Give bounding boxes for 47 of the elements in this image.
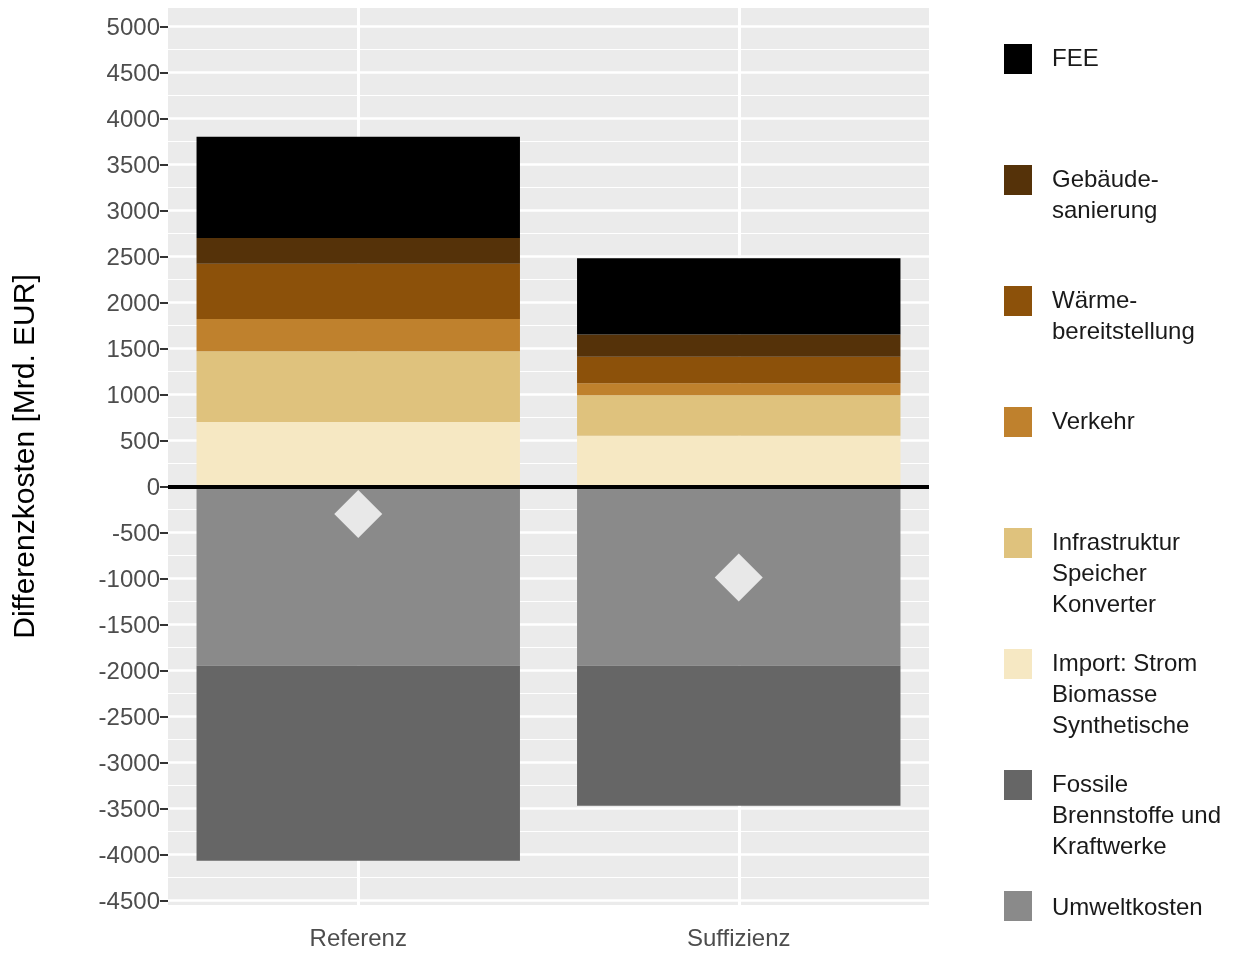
x-tick-label: Suffizienz [686,923,791,951]
bar [196,422,520,487]
y-tick-label: -3000 [98,748,160,776]
y-tick-label: 500 [119,426,160,454]
bar [577,435,901,487]
legend-label: Infrastruktur Speicher Konverter [1051,527,1181,619]
bar [577,395,901,436]
bar [577,383,901,396]
y-tick-label: 4000 [106,104,160,132]
bar [577,334,901,357]
legend-label: Fossile Brennstoffe und Kraftwerke [1051,769,1222,861]
y-tick-label: 1000 [106,380,160,408]
y-tick-label: -500 [111,518,160,546]
y-tick-label: 5000 [106,12,160,40]
legend-label: Wärme- bereitstellung [1051,285,1195,346]
y-axis-title: Differenzkosten [Mrd. EUR] [6,274,40,639]
legend-label: Gebäude- sanierung [1051,164,1159,225]
y-tick-label: 3500 [106,150,160,178]
bar [196,136,520,238]
y-tick-label: 4500 [106,58,160,86]
bar [196,263,520,319]
bar [196,351,520,422]
y-tick-label: -4500 [98,886,160,914]
y-tick-label: -3500 [98,794,160,822]
x-tick-label: Referenz [309,923,407,951]
legend-label: FEE [1051,43,1099,73]
bar [577,258,901,335]
bar [196,486,520,666]
bar [577,356,901,384]
y-tick-label: 2000 [106,288,160,316]
y-tick-label: -1500 [98,610,160,638]
legend-label: Verkehr [1051,406,1135,436]
bar [196,318,520,352]
y-tick-label: -2000 [98,656,160,684]
y-tick-label: 0 [146,472,160,500]
bar [577,486,901,666]
bar [577,665,901,806]
legend-label: Umweltkosten [1051,892,1203,922]
y-tick-label: -2500 [98,702,160,730]
y-tick-label: -1000 [98,564,160,592]
y-tick-label: 2500 [106,242,160,270]
bar [196,238,520,264]
bar [196,665,520,861]
y-tick-label: 3000 [106,196,160,224]
y-tick-label: 1500 [106,334,160,362]
legend-label: Import: Strom Biomasse Synthetische [1051,648,1198,740]
y-tick-label: -4000 [98,840,160,868]
